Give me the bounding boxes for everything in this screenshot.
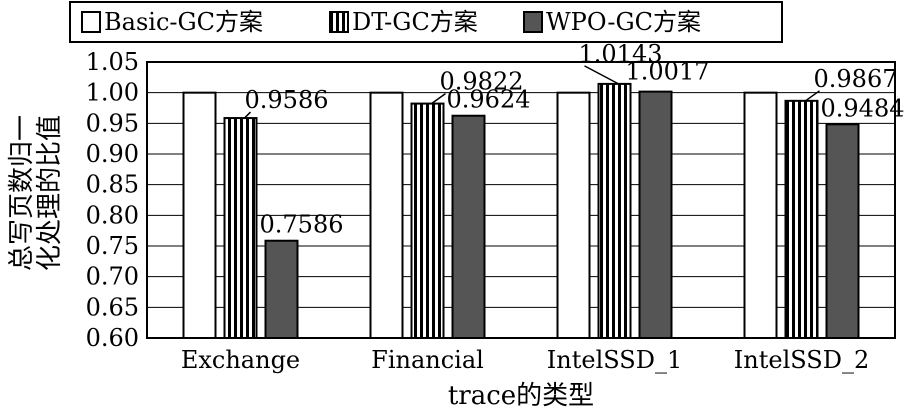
y-axis-title-line-2: 化处理的比值 [35, 115, 65, 271]
label-leader-line [243, 111, 252, 119]
x-tick-label: Exchange [181, 346, 300, 374]
legend-label-basic: Basic-GC方案 [104, 8, 263, 36]
y-tick-labels: 0.60 0.650.70 0.75 0.800.85 0.90 0.951.00 1.05 [86, 48, 139, 352]
bar-wpo [638, 90, 673, 340]
x-tick-labels: Exchange Financial IntelSSD_1 IntelSSD_2 [181, 346, 869, 374]
y-tick-label: 0.75 [86, 232, 139, 260]
y-tick-label: 0.70 [86, 263, 139, 291]
y-tick-label: 0.85 [86, 171, 139, 199]
label-leader-line [431, 92, 446, 105]
bar-basic [743, 91, 778, 339]
bar-basic [369, 91, 404, 339]
bar-wpo [825, 123, 860, 339]
bar-wpo [264, 239, 299, 339]
legend-box [69, 1, 783, 43]
legend: Basic-GC方案 DT-GC方案 WPO-GC方案 [69, 1, 783, 43]
y-tick-label: 0.80 [86, 201, 139, 229]
y-axis-title-line-1: 总写页数归一 [7, 115, 37, 271]
y-tick-label: 0.65 [86, 293, 139, 321]
x-axis-title: trace的类型 [448, 381, 594, 411]
label-leader-line [584, 65, 619, 85]
y-tick-label: 0.90 [86, 140, 139, 168]
legend-item-dt: DT-GC方案 [329, 8, 478, 36]
y-tick-label: 0.60 [86, 324, 139, 352]
y-tick-label: 0.95 [86, 109, 139, 137]
data-label: 0.9867 [814, 65, 898, 93]
bar-dt [410, 102, 445, 339]
legend-item-wpo: WPO-GC方案 [523, 8, 701, 36]
label-leaders [243, 65, 820, 119]
legend-swatch-wpo [523, 11, 543, 33]
data-label: 0.9484 [821, 94, 905, 122]
bar-basic [182, 91, 217, 339]
bars [182, 82, 860, 340]
x-tick-label: Financial [371, 346, 484, 374]
bar-basic [556, 91, 591, 339]
data-label: 0.9586 [245, 86, 329, 114]
bar-dt [223, 117, 258, 339]
label-leader-line [805, 90, 820, 102]
y-tick-label: 1.00 [86, 79, 139, 107]
legend-swatch-dt [329, 11, 349, 33]
data-label: 0.9822 [440, 68, 524, 96]
plot-frame [146, 61, 896, 339]
bar-dt [597, 82, 632, 340]
data-label: 0.7586 [260, 211, 344, 239]
data-label: 0.9624 [447, 86, 531, 114]
x-tick-label: IntelSSD_2 [734, 346, 869, 374]
data-label: 1.0143 [579, 40, 663, 68]
legend-item-basic: Basic-GC方案 [81, 8, 263, 36]
legend-swatch-basic [81, 11, 101, 33]
y-tick-label: 1.05 [86, 48, 139, 76]
legend-label-dt: DT-GC方案 [352, 8, 478, 36]
bar-wpo [451, 114, 486, 339]
y-axis-title: 总写页数归一 化处理的比值 [7, 115, 65, 271]
legend-label-wpo: WPO-GC方案 [546, 8, 701, 36]
bar-dt [784, 99, 819, 339]
x-tick-label: IntelSSD_1 [547, 346, 682, 374]
